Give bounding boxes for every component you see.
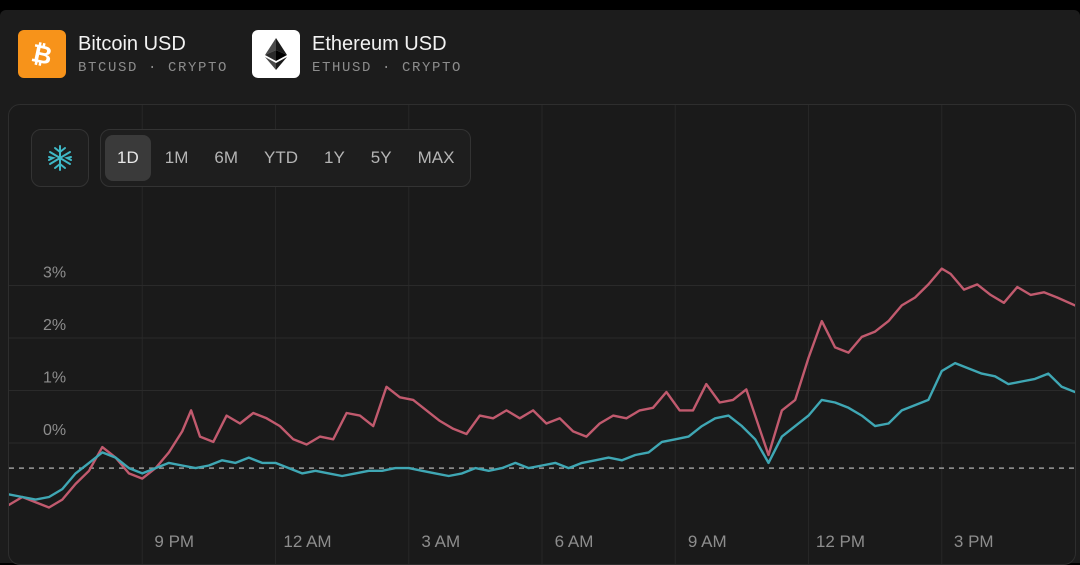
- btc-series-line: [9, 267, 1075, 509]
- x-tick-label: 3 PM: [954, 532, 994, 551]
- ticker-name: Ethereum USD: [312, 33, 447, 55]
- y-tick-label: 0%: [43, 422, 66, 439]
- ticker-text: Bitcoin USD BTCUSD · CRYPTO: [78, 32, 228, 76]
- range-6m[interactable]: 6M: [214, 148, 238, 167]
- compare-spark-icon: [48, 145, 72, 171]
- x-tick-label: 12 AM: [283, 532, 331, 551]
- compare-button[interactable]: [31, 129, 89, 187]
- x-tick-label: 12 PM: [816, 532, 865, 551]
- time-range-selector: 1D 1M 6M YTD 1Y 5Y MAX: [100, 129, 472, 187]
- range-1y[interactable]: 1Y: [323, 148, 345, 167]
- ticker-list: ₿ Bitcoin USD BTCUSD · CRYPTO: [18, 30, 462, 78]
- range-1m[interactable]: 1M: [164, 148, 189, 167]
- y-tick-label: 3%: [43, 265, 66, 282]
- ticker-name: Bitcoin USD: [78, 33, 186, 55]
- range-ytd[interactable]: YTD: [263, 148, 298, 167]
- ticker-text: Ethereum USD ETHUSD · CRYPTO: [312, 32, 462, 76]
- x-tick-label: 3 AM: [421, 532, 460, 551]
- app-frame: ₿ Bitcoin USD BTCUSD · CRYPTO: [0, 10, 1080, 565]
- y-tick-label: 2%: [43, 317, 66, 334]
- range-5y[interactable]: 5Y: [370, 148, 392, 167]
- ethereum-glyph: [265, 38, 288, 70]
- ticker-bitcoin[interactable]: ₿ Bitcoin USD BTCUSD · CRYPTO: [18, 30, 228, 78]
- bitcoin-logo-icon: ₿: [18, 30, 66, 78]
- ticker-symbol: ETHUSD · CRYPTO: [312, 60, 463, 76]
- eth-series-line: [9, 361, 1075, 501]
- range-1d[interactable]: 1D: [105, 135, 151, 181]
- chart-panel: 0% 1% 2% 3% 9 PM 12 AM 3 AM 6 AM 9 AM 12 PM 3 PM 1…: [8, 104, 1076, 565]
- x-tick-label: 6 AM: [555, 532, 594, 551]
- y-tick-label: 1%: [43, 370, 66, 387]
- bitcoin-symbol: ₿: [29, 39, 55, 69]
- ticker-ethereum[interactable]: Ethereum USD ETHUSD · CRYPTO: [252, 30, 462, 78]
- ticker-symbol: BTCUSD · CRYPTO: [78, 60, 229, 76]
- ethereum-logo-icon: [252, 30, 301, 78]
- x-tick-label: 9 AM: [688, 532, 727, 551]
- bitcoin-glyph: ₿: [29, 39, 55, 69]
- x-tick-label: 9 PM: [154, 532, 194, 551]
- range-max[interactable]: MAX: [417, 148, 455, 167]
- price-chart: 0% 1% 2% 3% 9 PM 12 AM 3 AM 6 AM 9 AM 12 PM 3 PM: [9, 105, 1075, 564]
